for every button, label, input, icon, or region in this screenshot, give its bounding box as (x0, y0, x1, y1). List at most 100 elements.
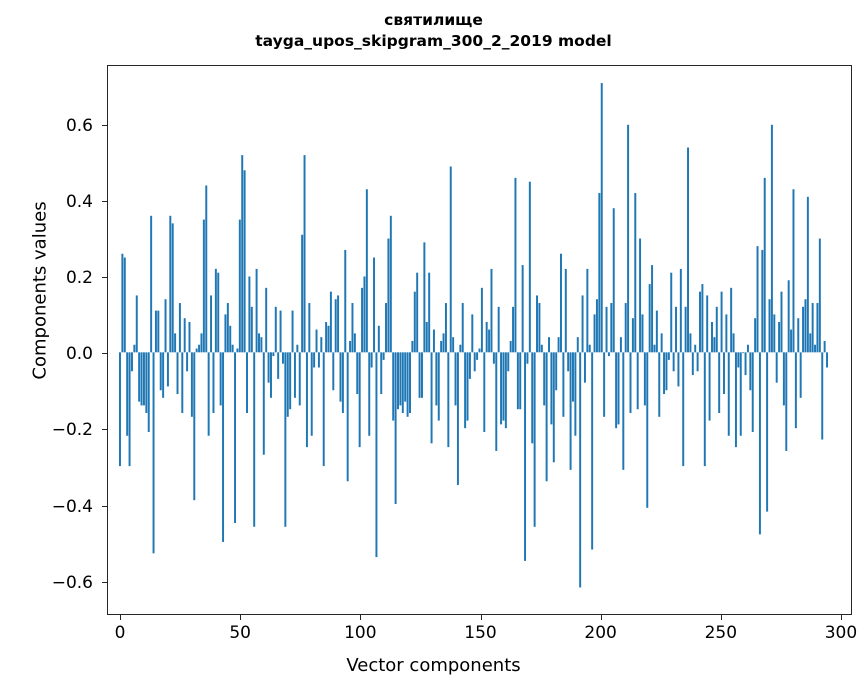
bar (305, 352, 308, 448)
bar (509, 340, 512, 353)
bar (802, 306, 805, 353)
bar (279, 310, 282, 353)
bar (533, 352, 536, 527)
bar (492, 352, 495, 364)
bar (303, 155, 306, 353)
bar (121, 253, 124, 353)
bar (639, 238, 642, 353)
bar (663, 352, 666, 395)
bar (133, 344, 136, 353)
bar (262, 352, 265, 455)
bar (574, 352, 577, 436)
bar (751, 352, 754, 432)
bar (224, 314, 227, 353)
bar (255, 268, 258, 353)
bar (229, 325, 232, 353)
bar (260, 337, 263, 353)
bar (353, 333, 356, 353)
bar (317, 352, 320, 368)
y-axis-tick-label: 0.6 (65, 115, 93, 136)
bar (413, 291, 416, 353)
bar (250, 306, 253, 353)
bar (365, 189, 368, 353)
bar (715, 306, 718, 353)
bar (435, 352, 438, 406)
bar (181, 352, 184, 414)
y-axis-tick: 0.4 (66, 192, 108, 212)
x-axis-tick (360, 614, 362, 620)
bar (437, 352, 440, 421)
bar (346, 352, 349, 482)
x-axis-tick-label: 100 (344, 623, 377, 643)
bar (231, 344, 234, 353)
bar (761, 249, 764, 353)
bar (799, 352, 802, 398)
bar (440, 340, 443, 353)
bar (241, 155, 244, 353)
bar (722, 352, 725, 395)
bar (787, 280, 790, 353)
bar (720, 291, 723, 353)
y-axis-tick: −0.4 (52, 497, 108, 517)
bar (190, 352, 193, 417)
bar (627, 124, 630, 353)
bar (488, 329, 491, 353)
bar (603, 352, 606, 417)
bar (152, 352, 155, 554)
bar (658, 352, 661, 417)
bar (677, 352, 680, 387)
bar (648, 284, 651, 353)
bar (248, 276, 251, 353)
chart-title: святилище tayga_upos_skipgram_300_2_2019… (0, 10, 867, 52)
bar (756, 246, 759, 353)
bar (785, 352, 788, 451)
bar (373, 257, 376, 353)
bar (665, 352, 668, 391)
bar (516, 352, 519, 410)
bar (327, 325, 330, 353)
bar (536, 295, 539, 353)
bar (667, 352, 670, 360)
bar (550, 352, 553, 425)
bar (178, 303, 181, 353)
bar (334, 299, 337, 353)
bar (176, 352, 179, 395)
bar (428, 272, 431, 353)
bar (581, 295, 584, 353)
bar (691, 352, 694, 376)
bar (332, 352, 335, 391)
bar (128, 352, 131, 467)
bar (636, 352, 639, 410)
bar (272, 352, 275, 357)
y-axis-tick-label: 0.0 (65, 344, 93, 365)
bar (586, 268, 589, 353)
x-axis-tick (600, 614, 602, 620)
bar (823, 340, 826, 353)
bar (706, 295, 709, 353)
bar (368, 352, 371, 436)
bar (485, 321, 488, 353)
bar (140, 352, 143, 406)
bar (138, 352, 141, 402)
bar (325, 321, 328, 353)
bar (655, 310, 658, 353)
bar (418, 352, 421, 398)
bar (289, 352, 292, 410)
x-axis-tick (240, 614, 242, 620)
bar (480, 287, 483, 353)
bar (226, 303, 229, 353)
x-axis-tick-label: 200 (584, 623, 617, 643)
bar (792, 189, 795, 353)
bar (718, 352, 721, 414)
bar (416, 272, 419, 353)
bar (423, 242, 426, 353)
bar-series-canvas (119, 83, 829, 588)
x-axis-tick-label: 300 (824, 623, 858, 643)
bar (624, 303, 627, 353)
bar (267, 352, 270, 383)
bar (524, 352, 527, 561)
bar (205, 185, 208, 353)
bar (166, 352, 169, 387)
x-axis-tick (720, 614, 722, 620)
bar (804, 299, 807, 353)
